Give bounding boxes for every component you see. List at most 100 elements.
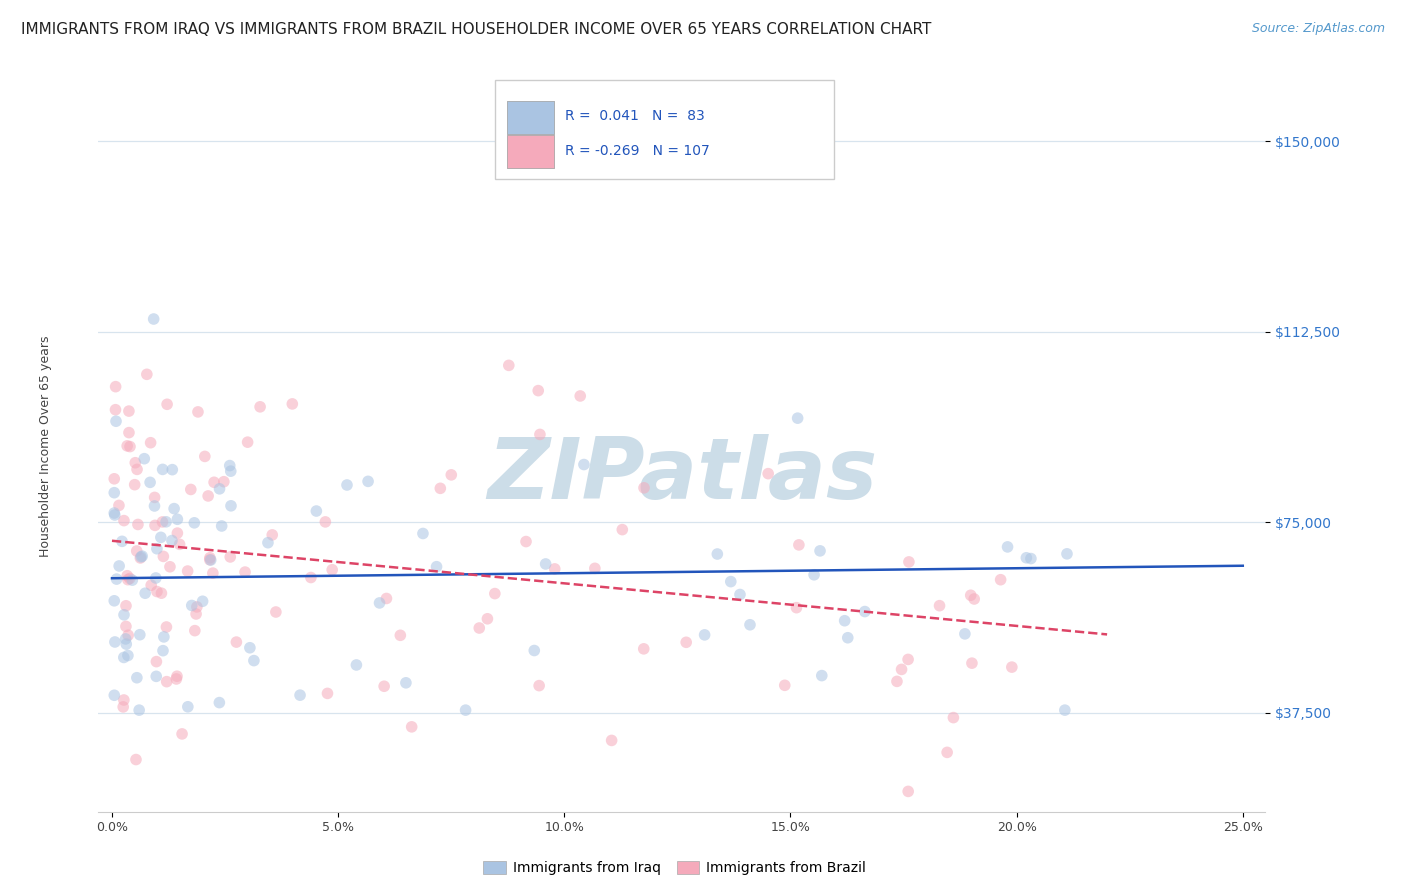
Point — [186, 599, 208, 614]
Point — [114, 632, 136, 646]
Text: ZIPatlas: ZIPatlas — [486, 434, 877, 516]
Point — [112, 650, 135, 665]
Point — [344, 657, 367, 672]
Point — [218, 458, 240, 473]
Point — [225, 635, 247, 649]
Point — [953, 627, 976, 641]
Point — [401, 720, 423, 734]
Point — [125, 753, 148, 767]
Point — [162, 463, 184, 477]
Point — [104, 379, 127, 393]
Point — [264, 605, 287, 619]
Point — [257, 535, 280, 549]
Point — [103, 688, 125, 702]
Point — [239, 640, 262, 655]
Point — [208, 696, 231, 710]
Point — [143, 491, 166, 505]
Point — [963, 592, 986, 607]
Point — [1056, 547, 1078, 561]
Point — [305, 504, 328, 518]
Point — [212, 475, 235, 489]
Point — [527, 679, 550, 693]
Point — [208, 482, 231, 496]
Point — [105, 414, 128, 428]
Point — [155, 515, 177, 529]
Point — [155, 620, 177, 634]
Point — [112, 699, 135, 714]
Point — [112, 514, 135, 528]
Point — [198, 553, 221, 567]
Point — [897, 652, 920, 666]
Point — [706, 547, 728, 561]
Point — [477, 612, 499, 626]
Point — [693, 628, 716, 642]
Point — [134, 586, 156, 600]
Point — [773, 678, 796, 692]
Point — [211, 519, 233, 533]
Point — [149, 530, 172, 544]
Point — [201, 566, 224, 581]
Point — [128, 628, 150, 642]
Point — [191, 594, 214, 608]
Point — [515, 534, 537, 549]
Point — [219, 549, 242, 564]
Point — [139, 435, 162, 450]
Point — [184, 607, 207, 621]
Point — [112, 607, 135, 622]
Point — [104, 635, 127, 649]
Point — [960, 656, 983, 670]
Point — [103, 506, 125, 520]
Point — [169, 537, 191, 551]
Point — [187, 405, 209, 419]
Legend: Immigrants from Iraq, Immigrants from Brazil: Immigrants from Iraq, Immigrants from Br… — [478, 855, 872, 880]
Point — [395, 675, 418, 690]
Point — [118, 404, 141, 418]
Point — [1053, 703, 1076, 717]
Point — [375, 591, 398, 606]
Point — [484, 586, 506, 600]
Point — [117, 573, 139, 587]
Point — [281, 397, 304, 411]
Point — [336, 478, 359, 492]
Point — [572, 458, 595, 472]
Point — [928, 599, 950, 613]
Point — [357, 475, 380, 489]
Point — [125, 671, 148, 685]
FancyBboxPatch shape — [508, 135, 554, 168]
Point — [103, 485, 125, 500]
Point — [803, 567, 825, 582]
Point — [897, 555, 920, 569]
Point — [720, 574, 742, 589]
Point — [236, 435, 259, 450]
Point — [738, 617, 761, 632]
Point — [194, 450, 217, 464]
Point — [314, 515, 336, 529]
Point — [143, 518, 166, 533]
Point — [454, 703, 477, 717]
Point — [121, 573, 143, 587]
Point — [104, 402, 127, 417]
Point — [105, 572, 128, 586]
Point — [125, 462, 148, 476]
Point — [785, 600, 807, 615]
Point — [118, 425, 141, 440]
Point — [163, 501, 186, 516]
Point — [146, 584, 169, 599]
Point — [600, 733, 623, 747]
Text: IMMIGRANTS FROM IRAQ VS IMMIGRANTS FROM BRAZIL HOUSEHOLDER INCOME OVER 65 YEARS : IMMIGRANTS FROM IRAQ VS IMMIGRANTS FROM … — [21, 22, 931, 37]
Point — [176, 564, 198, 578]
Point — [1015, 550, 1038, 565]
Point — [373, 679, 395, 693]
Point — [103, 594, 125, 608]
Point — [124, 456, 146, 470]
Point — [897, 784, 920, 798]
Point — [184, 624, 207, 638]
Point — [786, 411, 808, 425]
Point — [837, 631, 859, 645]
Point — [134, 451, 156, 466]
Point — [853, 605, 876, 619]
Point — [389, 628, 412, 642]
FancyBboxPatch shape — [508, 101, 554, 134]
Point — [529, 427, 551, 442]
Point — [156, 397, 179, 411]
